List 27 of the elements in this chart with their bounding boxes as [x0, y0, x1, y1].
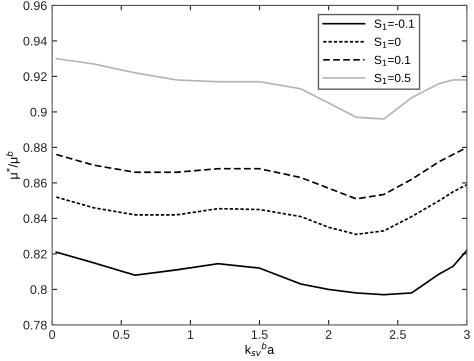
y-tick-label: 0.78 [23, 320, 47, 330]
x-tick-label: 0 [49, 330, 56, 339]
line-series [55, 184, 467, 236]
y-tick-label: 0.9 [30, 108, 47, 117]
x-axis-title: k$_{sv}$$^{b}$a [246, 342, 274, 356]
legend-label: S$_{1}$=0 [374, 38, 401, 48]
line-series [55, 58, 467, 120]
line-series [55, 250, 467, 296]
y-tick-label: 0.96 [23, 1, 47, 10]
legend-label: S$_{1}$=0.1 [374, 56, 410, 66]
x-tick-label: 3 [464, 330, 470, 339]
y-tick-label: 0.86 [23, 178, 47, 188]
x-tick-label: 1 [188, 330, 194, 339]
x-tick-label: 2 [326, 330, 332, 339]
y-tick-label: 0.88 [23, 143, 47, 152]
x-tick-label: 2.5 [390, 330, 406, 339]
x-tick-label: 0.5 [113, 330, 130, 339]
y-tick-label: 0.8 [30, 285, 47, 294]
y-tick-label: 0.92 [23, 72, 47, 82]
y-tick-label: 0.82 [23, 250, 47, 259]
line-series [55, 146, 467, 200]
y-tick-label: 0.84 [23, 214, 47, 224]
x-tick-label: 1.5 [252, 330, 268, 339]
legend-label: S$_{1}$=-0.1 [374, 20, 414, 30]
y-tick-label: 0.94 [23, 36, 47, 46]
legend-label: S$_{1}$=0.5 [374, 74, 410, 84]
y-axis-title: μ$^{*}$/μ$^{b}$ [6, 152, 20, 179]
